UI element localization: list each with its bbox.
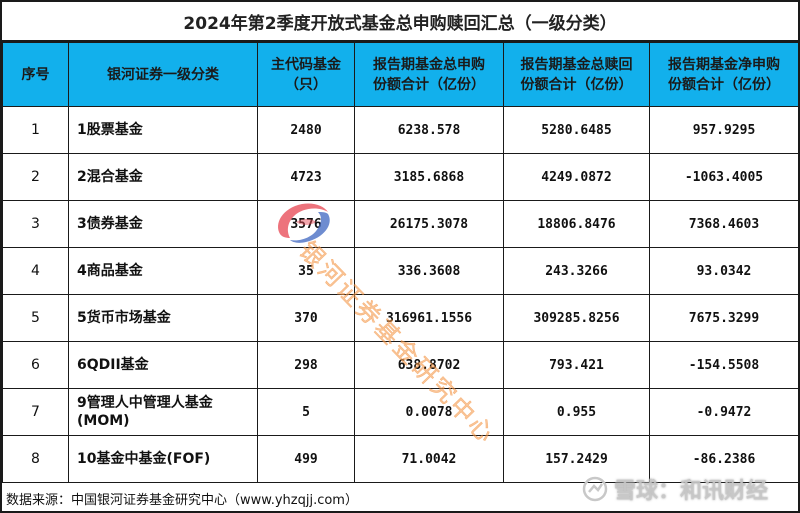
header-net-subscription: 报告期基金净申购 份额合计（亿份） <box>649 42 799 107</box>
row-subscription: 336.3608 <box>354 247 504 295</box>
fund-summary-table: 序号 银河证券一级分类 主代码基金 （只） 报告期基金总申购 份额合计（亿份） 报告… <box>2 42 799 483</box>
header-text: 份额合计（亿份） <box>668 76 780 93</box>
page-title: 2024年第2季度开放式基金总申购赎回汇总（一级分类） <box>2 2 798 42</box>
row-fund-count: 370 <box>257 294 355 342</box>
header-text: 主代码基金 <box>271 56 341 73</box>
row-subscription: 0.0078 <box>354 388 504 436</box>
row-redemption: 4249.0872 <box>503 153 650 201</box>
row-redemption: 243.3266 <box>503 247 650 295</box>
row-net: 7675.3299 <box>649 294 799 342</box>
row-index: 5 <box>2 294 69 342</box>
row-index: 1 <box>2 106 69 154</box>
row-fund-count: 35 <box>257 247 355 295</box>
row-category: 9管理人中管理人基金(MOM) <box>68 388 258 436</box>
row-index: 8 <box>2 435 69 483</box>
row-redemption: 18806.8476 <box>503 200 650 248</box>
row-index: 6 <box>2 341 69 389</box>
header-text: 报告期基金总申购 <box>373 56 485 73</box>
row-category: 4商品基金 <box>68 247 258 295</box>
row-subscription: 638.8702 <box>354 341 504 389</box>
header-total-redemption: 报告期基金总赎回 份额合计（亿份） <box>503 42 650 107</box>
row-net: -1063.4005 <box>649 153 799 201</box>
table-header-row: 序号 银河证券一级分类 主代码基金 （只） 报告期基金总申购 份额合计（亿份） 报告… <box>2 42 799 107</box>
row-category: 10基金中基金(FOF) <box>68 435 258 483</box>
header-total-subscription: 报告期基金总申购 份额合计（亿份） <box>354 42 504 107</box>
row-index: 4 <box>2 247 69 295</box>
row-redemption: 793.421 <box>503 341 650 389</box>
header-text: 报告期基金净申购 <box>668 56 780 73</box>
row-net: 957.9295 <box>649 106 799 154</box>
row-category: 3债券基金 <box>68 200 258 248</box>
row-subscription: 3185.6868 <box>354 153 504 201</box>
row-net: 7368.4603 <box>649 200 799 248</box>
row-index: 2 <box>2 153 69 201</box>
row-redemption: 309285.8256 <box>503 294 650 342</box>
row-net: -154.5508 <box>649 341 799 389</box>
row-net: -86.2386 <box>649 435 799 483</box>
row-subscription: 6238.578 <box>354 106 504 154</box>
header-text: 报告期基金总赎回 <box>520 56 633 73</box>
row-fund-count: 298 <box>257 341 355 389</box>
row-net: 93.0342 <box>649 247 799 295</box>
row-index: 3 <box>2 200 69 248</box>
data-source-footer: 数据来源：中国银河证券基金研究中心（www.yhzqjj.com） <box>6 493 358 508</box>
row-fund-count: 2480 <box>257 106 355 154</box>
row-subscription: 71.0042 <box>354 435 504 483</box>
table-row: 6 6QDII基金 298 638.8702 793.421 -154.5508 <box>2 341 799 389</box>
header-category: 银河证券一级分类 <box>68 42 258 107</box>
row-fund-count: 499 <box>257 435 355 483</box>
row-category: 1股票基金 <box>68 106 258 154</box>
header-index: 序号 <box>2 42 69 107</box>
header-text: 份额合计（亿份） <box>373 76 485 93</box>
row-net: -0.9472 <box>649 388 799 436</box>
header-text: 份额合计（亿份） <box>520 76 633 93</box>
table-row: 2 2混合基金 4723 3185.6868 4249.0872 -1063.4… <box>2 153 799 201</box>
row-redemption: 157.2429 <box>503 435 650 483</box>
row-subscription: 316961.1556 <box>354 294 504 342</box>
header-text: （只） <box>285 76 327 93</box>
row-subscription: 26175.3078 <box>354 200 504 248</box>
table-row: 3 3债券基金 3576 26175.3078 18806.8476 7368.… <box>2 200 799 248</box>
header-text: 序号 <box>21 66 50 83</box>
row-redemption: 5280.6485 <box>503 106 650 154</box>
row-fund-count: 4723 <box>257 153 355 201</box>
table-row: 8 10基金中基金(FOF) 499 71.0042 157.2429 -86.… <box>2 435 799 483</box>
row-fund-count: 3576 <box>257 200 355 248</box>
row-redemption: 0.955 <box>503 388 650 436</box>
table-row: 4 4商品基金 35 336.3608 243.3266 93.0342 <box>2 247 799 295</box>
row-category: 6QDII基金 <box>68 341 258 389</box>
table-row: 5 5货币市场基金 370 316961.1556 309285.8256 76… <box>2 294 799 342</box>
row-category: 2混合基金 <box>68 153 258 201</box>
header-fund-count: 主代码基金 （只） <box>257 42 355 107</box>
row-category: 5货币市场基金 <box>68 294 258 342</box>
table-row: 7 9管理人中管理人基金(MOM) 5 0.0078 0.955 -0.9472 <box>2 388 799 436</box>
row-fund-count: 5 <box>257 388 355 436</box>
table-row: 1 1股票基金 2480 6238.578 5280.6485 957.9295 <box>2 106 799 154</box>
row-index: 7 <box>2 388 69 436</box>
header-text: 银河证券一级分类 <box>107 66 219 83</box>
